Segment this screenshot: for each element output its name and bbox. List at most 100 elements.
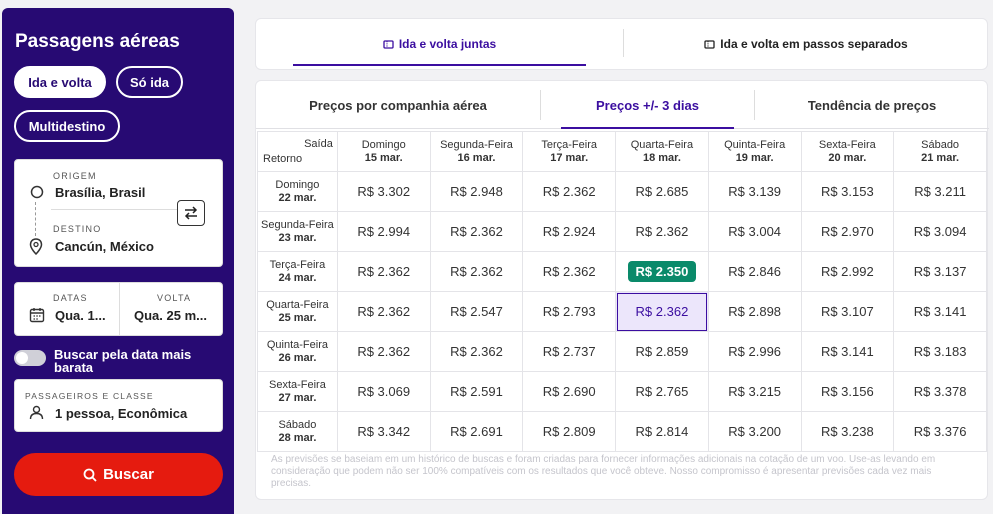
search-sidebar: Passagens aéreas Ida e volta Só ida Mult… [2,8,234,514]
price-cell[interactable]: R$ 2.362 [336,331,431,372]
price-cell[interactable]: R$ 2.685 [615,171,709,212]
price-card: Preços por companhia aérea Preços +/- 3 … [255,80,989,500]
column-day: Sexta-Feira [818,138,876,151]
price-cell[interactable]: R$ 2.362 [336,251,431,292]
price-cell[interactable]: R$ 2.362 [429,211,524,252]
price-cell[interactable]: R$ 2.362 [522,251,617,292]
price-cell[interactable]: R$ 2.765 [615,371,709,412]
cheapest-date-toggle[interactable] [14,350,46,366]
subtab-divider [754,90,755,120]
selected-price-cell[interactable]: R$ 2.362 [615,291,709,332]
best-price-badge: R$ 2.350 [627,261,697,282]
search-icon [83,468,97,482]
tab-roundtrip-separate-label: Ida e volta em passos separados [720,37,908,51]
price-cell[interactable]: R$ 3.215 [707,371,802,412]
price-cell[interactable]: R$ 2.996 [707,331,802,372]
search-button[interactable]: Buscar [14,453,223,496]
price-cell[interactable]: R$ 2.591 [429,371,524,412]
price-cell[interactable]: R$ 2.970 [800,211,895,252]
price-cell[interactable]: R$ 2.924 [522,211,617,252]
price-cell[interactable]: R$ 3.107 [800,291,895,332]
price-cell[interactable]: R$ 2.846 [707,251,802,292]
price-cell[interactable]: R$ 2.948 [429,171,524,212]
price-cell[interactable]: R$ 3.378 [893,371,987,412]
row-date: 25 mar. [278,311,317,324]
column-date: 20 mar. [828,151,867,164]
tab-roundtrip-separate[interactable]: Ida e volta em passos separados [646,19,966,69]
route-connector [35,202,36,236]
sidebar-title: Passagens aéreas [15,31,180,52]
dates-divider [119,283,120,335]
return-row-header: Quinta-Feira 26 mar. [257,331,338,372]
price-cell[interactable]: R$ 2.994 [336,211,431,252]
price-cell[interactable]: R$ 3.238 [800,411,895,452]
price-cell[interactable]: R$ 3.004 [707,211,802,252]
price-cell[interactable]: R$ 2.737 [522,331,617,372]
tab-roundtrip-together[interactable]: Ida e volta juntas [293,19,586,69]
tab-airline-prices[interactable]: Preços por companhia aérea [309,97,487,113]
depart-date-input[interactable]: Qua. 1... [55,308,106,323]
price-cell[interactable]: R$ 2.691 [429,411,524,452]
price-cell[interactable]: R$ 3.153 [800,171,895,212]
price-cell[interactable]: R$ 3.342 [336,411,431,452]
column-date: 19 mar. [735,151,774,164]
person-icon [28,404,44,420]
best-price-cell[interactable]: R$ 2.350 [615,251,709,292]
swap-route-button[interactable] [177,200,205,226]
flexible-dates-grid: Saída Retorno Domingo 15 mar. Segunda-Feir… [257,131,987,452]
price-cell[interactable]: R$ 3.137 [893,251,987,292]
price-cell[interactable]: R$ 2.898 [707,291,802,332]
price-cell[interactable]: R$ 2.362 [429,331,524,372]
table-row: Terça-Feira 24 mar. R$ 2.362 R$ 2.362 R$ 2.3… [257,251,987,292]
tab-price-trend[interactable]: Tendência de preços [807,97,937,113]
price-cell[interactable]: R$ 2.814 [615,411,709,452]
price-cell[interactable]: R$ 2.992 [800,251,895,292]
price-cell[interactable]: R$ 2.362 [429,251,524,292]
departure-column-header: Segunda-Feira 16 mar. [429,131,524,172]
table-row: Sábado 28 mar. R$ 3.342 R$ 2.691 R$ 2.809 R$ … [257,411,987,452]
price-cell[interactable]: R$ 2.547 [429,291,524,332]
price-cell[interactable]: R$ 2.809 [522,411,617,452]
table-row: Quarta-Feira 25 mar. R$ 2.362 R$ 2.547 R$ 2.… [257,291,987,332]
price-cell[interactable]: R$ 2.859 [615,331,709,372]
tab-flexible-dates[interactable]: Preços +/- 3 dias [541,81,754,129]
price-cell[interactable]: R$ 2.690 [522,371,617,412]
price-cell[interactable]: R$ 3.200 [707,411,802,452]
trip-type-oneway[interactable]: Só ida [116,66,183,98]
price-cell[interactable]: R$ 3.094 [893,211,987,252]
location-pin-icon [28,237,44,255]
trip-type-multicity[interactable]: Multidestino [14,110,120,142]
price-cell[interactable]: R$ 3.183 [893,331,987,372]
column-day: Quarta-Feira [630,138,694,151]
price-cell[interactable]: R$ 3.141 [800,331,895,372]
price-cell[interactable]: R$ 3.141 [893,291,987,332]
top-tabs-divider [623,29,624,57]
price-cell[interactable]: R$ 2.362 [615,211,709,252]
price-cell[interactable]: R$ 2.362 [336,291,431,332]
price-cell[interactable]: R$ 2.362 [522,171,617,212]
price-cell[interactable]: R$ 3.302 [336,171,431,212]
departure-column-header: Quinta-Feira 19 mar. [707,131,802,172]
route-box: ORIGEM Brasília, Brasil DESTINO Cancún, … [14,159,223,267]
tab-roundtrip-together-label: Ida e volta juntas [398,37,497,51]
destination-input[interactable]: Cancún, México [55,239,154,254]
price-cell[interactable]: R$ 3.139 [707,171,802,212]
ticket-icon [383,39,394,49]
column-day: Domingo [361,138,406,151]
trip-type-roundtrip[interactable]: Ida e volta [14,66,106,98]
passengers-box[interactable]: PASSAGEIROS E CLASSE 1 pessoa, Econômica [14,379,223,432]
row-day: Domingo [275,178,320,191]
price-cell[interactable]: R$ 3.211 [893,171,987,212]
price-cell[interactable]: R$ 3.069 [336,371,431,412]
search-button-label: Buscar [103,466,154,483]
table-row: Segunda-Feira 23 mar. R$ 2.994 R$ 2.362 R$ 2… [257,211,987,252]
row-day: Segunda-Feira [261,218,334,231]
return-row-header: Segunda-Feira 23 mar. [257,211,338,252]
origin-input[interactable]: Brasília, Brasil [55,185,146,200]
return-date-input[interactable]: Qua. 25 m... [134,308,207,323]
row-day: Quarta-Feira [266,298,329,311]
destination-label: DESTINO [53,224,102,234]
price-cell[interactable]: R$ 3.156 [800,371,895,412]
price-cell[interactable]: R$ 3.376 [893,411,987,452]
price-cell[interactable]: R$ 2.793 [522,291,617,332]
